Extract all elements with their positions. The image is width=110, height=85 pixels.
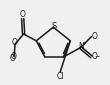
Text: O: O xyxy=(19,10,25,19)
Text: −: − xyxy=(94,53,100,58)
Text: O: O xyxy=(11,38,17,47)
Text: +: + xyxy=(82,41,86,46)
Text: O: O xyxy=(11,52,17,61)
Text: O: O xyxy=(10,54,15,63)
Text: O: O xyxy=(92,32,98,41)
Text: N: N xyxy=(78,42,84,51)
Text: S: S xyxy=(51,22,57,31)
Text: O: O xyxy=(92,52,98,61)
Text: Cl: Cl xyxy=(57,72,64,81)
